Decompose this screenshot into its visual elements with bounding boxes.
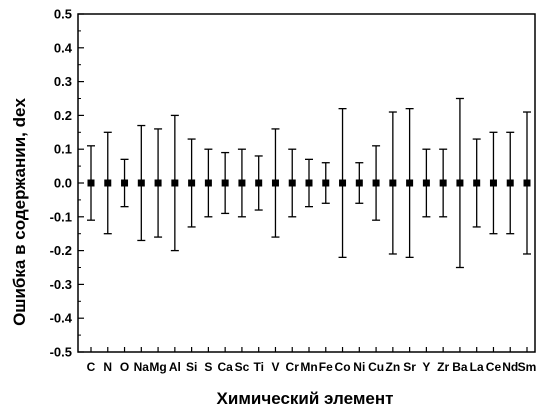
data-point	[221, 179, 229, 187]
x-tick-label: Mn	[300, 360, 317, 374]
error-bar-Mn	[305, 158, 313, 208]
data-marks	[87, 97, 531, 269]
x-tick-label: Zn	[386, 360, 401, 374]
x-tick-label: Nd	[502, 360, 518, 374]
y-tick-label: 0.4	[54, 40, 73, 55]
x-tick-label: Ti	[253, 360, 263, 374]
data-point	[188, 179, 196, 187]
data-point	[305, 179, 313, 187]
x-tick-label: O	[120, 360, 129, 374]
error-bar-La	[472, 138, 481, 228]
error-bar-Ba	[455, 97, 464, 269]
data-point	[204, 179, 212, 187]
data-point	[271, 179, 279, 187]
data-point	[322, 179, 330, 187]
x-tick-label: Cu	[368, 360, 384, 374]
error-bar-C	[87, 145, 95, 221]
error-bar-Sr	[405, 107, 414, 259]
error-bar-Sc	[237, 148, 246, 218]
x-tick-label: Ni	[353, 360, 365, 374]
error-bar-Ti	[254, 155, 263, 211]
error-bar-Ce	[489, 131, 498, 235]
y-tick-label: 0.0	[54, 176, 72, 191]
y-tick-label: 0.5	[54, 7, 72, 22]
error-bar-Zn	[388, 111, 397, 255]
x-tick-label: Cr	[286, 360, 300, 374]
data-point	[87, 179, 95, 187]
x-tick-label: N	[103, 360, 112, 374]
data-point	[154, 179, 162, 187]
error-bar-V	[271, 128, 280, 238]
y-axis-ticks: -0.5 -0.4 -0.3 -0.2 -0.1 0.0 0.1 0.2 0.3 0.4 0.5	[50, 7, 84, 360]
x-tick-label: Ce	[486, 360, 502, 374]
error-bar-O	[120, 158, 129, 208]
data-point	[238, 179, 246, 187]
x-tick-label: Ca	[217, 360, 233, 374]
error-bar-Ca	[221, 151, 230, 215]
data-point	[422, 179, 430, 187]
data-point	[456, 179, 464, 187]
error-bar-Nd	[506, 131, 515, 235]
x-tick-label: Co	[335, 360, 351, 374]
error-bar-Si	[187, 138, 196, 228]
x-tick-label: Ba	[452, 360, 468, 374]
x-tick-label: La	[470, 360, 484, 374]
x-axis-label: Химический элемент	[217, 389, 394, 408]
error-bar-Na	[137, 124, 146, 242]
x-tick-label: Zr	[437, 360, 449, 374]
y-tick-label: -0.2	[50, 243, 72, 258]
data-point	[389, 179, 397, 187]
x-tick-label: Mg	[149, 360, 166, 374]
x-tick-label: Fe	[319, 360, 333, 374]
x-tick-label: C	[87, 360, 96, 374]
x-tick-label: V	[271, 360, 279, 374]
y-tick-label: -0.4	[50, 311, 73, 326]
error-bar-Mg	[154, 128, 163, 238]
x-tick-label: Sm	[518, 360, 537, 374]
x-tick-label: Sr	[403, 360, 416, 374]
error-bar-Co	[338, 107, 347, 259]
x-tick-label: Al	[169, 360, 181, 374]
data-point	[339, 179, 347, 187]
y-tick-label: 0.3	[54, 74, 72, 89]
data-point	[255, 179, 263, 187]
x-tick-label: Sc	[235, 360, 250, 374]
error-bar-Y	[422, 148, 431, 218]
data-point	[406, 179, 414, 187]
error-bar-N	[103, 131, 112, 235]
error-bar-S	[204, 148, 213, 218]
x-tick-label: Na	[134, 360, 150, 374]
data-point	[523, 179, 531, 187]
data-point	[489, 179, 497, 187]
y-tick-label: 0.1	[54, 142, 72, 157]
y-tick-label: -0.1	[50, 209, 72, 224]
error-bar-Zr	[439, 148, 448, 218]
x-tick-label: S	[204, 360, 212, 374]
error-bar-Fe	[321, 162, 330, 204]
error-bar-Cu	[372, 145, 381, 221]
data-point	[473, 179, 481, 187]
data-point	[121, 179, 129, 187]
y-tick-label: -0.5	[50, 345, 72, 360]
data-point	[372, 179, 380, 187]
data-point	[506, 179, 514, 187]
plot-frame	[77, 13, 536, 353]
data-point	[439, 179, 447, 187]
error-bar-Ni	[355, 162, 364, 204]
error-bar-Al	[170, 114, 179, 252]
data-point	[355, 179, 363, 187]
x-tick-label: Y	[422, 360, 430, 374]
data-point	[171, 179, 179, 187]
y-tick-label: 0.2	[54, 108, 72, 123]
x-axis-ticks: C N O Na Mg Al Si S Ca Sc Ti V Cr Mn Fe Co Ni Cu Zn Sr Y Zr Ba…	[87, 347, 537, 374]
error-bar-Cr	[288, 148, 297, 218]
x-tick-label: Si	[186, 360, 197, 374]
data-point	[137, 179, 145, 187]
error-bar-Sm	[523, 111, 531, 255]
y-tick-label: -0.3	[50, 277, 72, 292]
data-point	[104, 179, 112, 187]
y-axis-label: Ошибка в содержании, dex	[10, 98, 29, 326]
data-point	[288, 179, 296, 187]
